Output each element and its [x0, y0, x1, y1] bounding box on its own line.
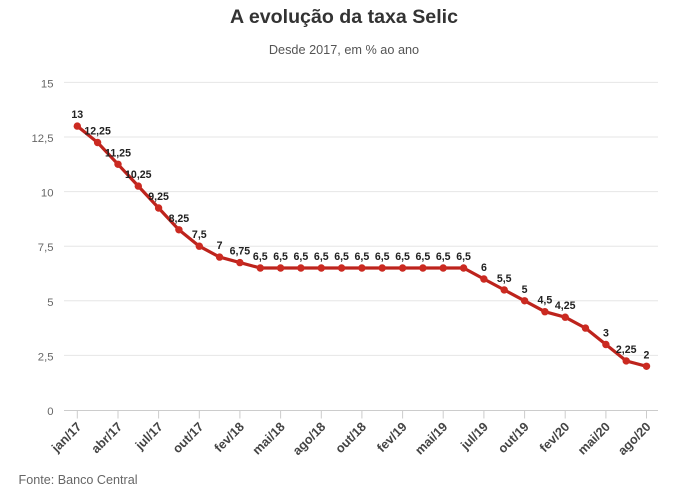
svg-text:13: 13	[71, 109, 83, 121]
svg-text:7,5: 7,5	[192, 229, 207, 241]
svg-text:6,5: 6,5	[294, 251, 309, 263]
svg-text:6,5: 6,5	[395, 251, 410, 263]
svg-text:6,75: 6,75	[230, 246, 251, 258]
svg-text:mai/18: mai/18	[250, 420, 288, 458]
svg-text:ago/18: ago/18	[290, 420, 328, 458]
svg-text:mai/20: mai/20	[575, 420, 613, 458]
svg-text:6,5: 6,5	[355, 251, 370, 263]
svg-text:fev/19: fev/19	[374, 420, 409, 455]
svg-text:6,5: 6,5	[314, 251, 329, 263]
svg-text:3: 3	[603, 328, 609, 340]
svg-text:4,25: 4,25	[555, 300, 576, 312]
svg-text:11,25: 11,25	[105, 147, 131, 159]
svg-text:5: 5	[522, 284, 528, 296]
svg-text:15: 15	[41, 78, 54, 90]
svg-text:jan/17: jan/17	[48, 420, 84, 456]
svg-text:5: 5	[47, 297, 53, 309]
svg-text:fev/20: fev/20	[537, 420, 572, 455]
svg-text:6,5: 6,5	[416, 251, 431, 263]
svg-text:6,5: 6,5	[375, 251, 390, 263]
svg-text:ago/20: ago/20	[615, 420, 653, 458]
svg-text:abr/17: abr/17	[89, 420, 125, 456]
svg-text:0: 0	[47, 406, 53, 418]
svg-text:out/19: out/19	[495, 420, 531, 456]
svg-text:4,5: 4,5	[538, 295, 553, 307]
svg-text:6: 6	[481, 262, 487, 274]
svg-text:6,5: 6,5	[436, 251, 451, 263]
svg-text:out/18: out/18	[333, 420, 369, 456]
svg-text:5,5: 5,5	[497, 273, 512, 285]
svg-text:2,25: 2,25	[616, 344, 637, 356]
svg-text:9,25: 9,25	[148, 191, 169, 203]
svg-text:fev/18: fev/18	[212, 420, 247, 455]
svg-text:jul/17: jul/17	[132, 420, 166, 454]
svg-text:jul/19: jul/19	[457, 420, 491, 454]
svg-text:12,25: 12,25	[84, 126, 111, 138]
svg-text:6,5: 6,5	[334, 251, 349, 263]
svg-text:8,25: 8,25	[169, 213, 190, 225]
svg-text:6,5: 6,5	[273, 251, 288, 263]
svg-text:2: 2	[644, 349, 650, 361]
svg-text:12,5: 12,5	[32, 133, 54, 145]
svg-text:6,5: 6,5	[253, 251, 268, 263]
svg-text:7: 7	[217, 240, 223, 252]
svg-text:2,5: 2,5	[38, 351, 54, 363]
svg-text:10: 10	[41, 188, 54, 200]
svg-text:out/17: out/17	[170, 420, 206, 456]
svg-text:10,25: 10,25	[125, 169, 152, 181]
svg-text:mai/19: mai/19	[412, 420, 450, 458]
svg-text:7,5: 7,5	[38, 242, 54, 254]
svg-text:6,5: 6,5	[456, 251, 471, 263]
